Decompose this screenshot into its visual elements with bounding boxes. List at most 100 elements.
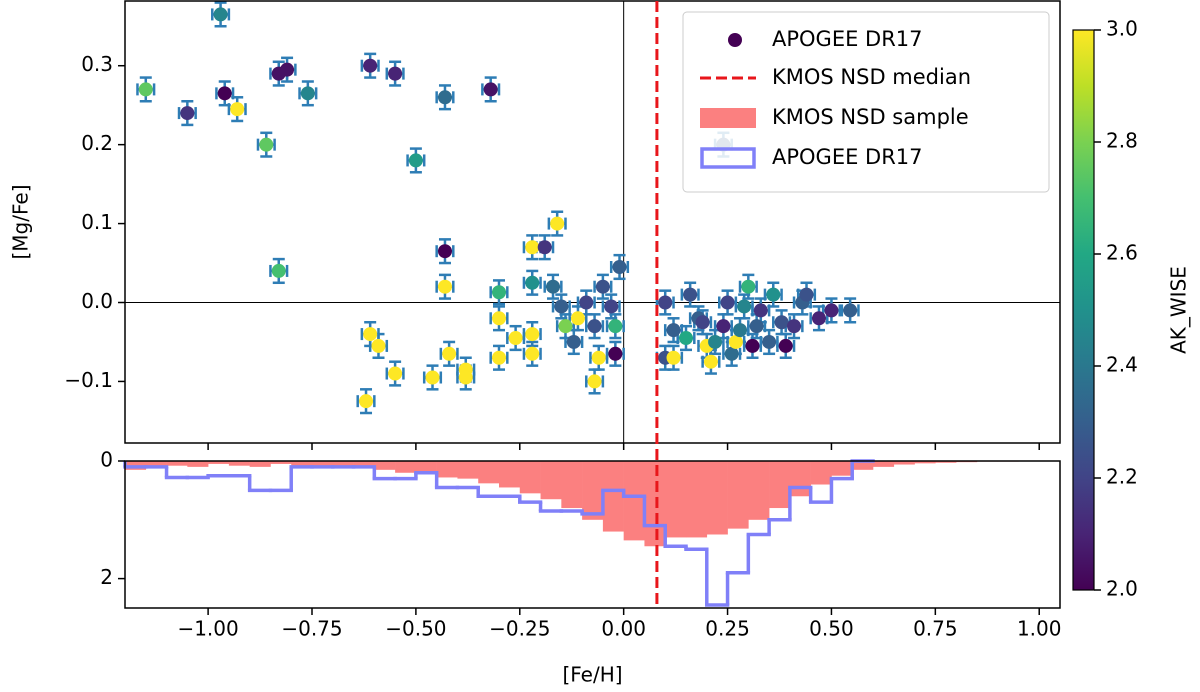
scatter-point [138,82,153,97]
scatter-point [458,370,473,385]
hist-bar [914,461,936,464]
legend-label: KMOS NSD sample [772,105,969,129]
legend-label: APOGEE DR17 [772,145,923,169]
hist-bar [519,461,541,494]
scatter-point [787,319,802,334]
hist-bar [831,461,853,476]
scatter-point [753,303,768,318]
scatter-point [280,62,295,77]
scatter-point [408,153,423,168]
x-tick-label: 1.00 [1017,617,1062,641]
x-tick-label: 0.25 [705,617,750,641]
y-tick-label: 0.2 [81,131,113,155]
hist-bar [582,461,604,520]
y-tick-label: 0.0 [81,289,113,313]
scatter-point [525,275,540,290]
scatter-point [442,346,457,361]
axes-frame [124,0,1061,444]
scatter-point [591,350,606,365]
scatter-point [728,334,743,349]
scatter-point [388,66,403,81]
hist-bar [436,461,458,478]
scatter-point [537,240,552,255]
y-tick-label: 0.3 [81,52,113,76]
scatter-point [612,259,627,274]
y-tick-label: 0 [100,448,113,472]
scatter-point [554,299,569,314]
hist-bar [893,461,915,465]
scatter-point [271,263,286,278]
scatter-point [658,295,673,310]
scatter-point [437,90,452,105]
hist-bar [499,461,521,488]
scatter-point [570,311,585,326]
scatter-point [371,338,386,353]
x-tick-label: −0.75 [281,617,342,641]
colorbar-tick-label: 2.4 [1106,353,1138,377]
y-tick-label: 0.1 [81,210,113,234]
hist-bar [644,461,666,547]
scatter-point [666,323,681,338]
scatter-point [508,331,523,346]
scatter-point [525,240,540,255]
scatter-point [666,350,681,365]
scatter-point [492,311,506,326]
hist-bar [145,461,167,467]
scatter-point [762,334,777,349]
legend-box [682,11,1050,193]
scatter-point [604,299,619,314]
scatter-point [608,319,623,334]
scatter-point [300,86,315,101]
x-tick-label: 0.00 [601,617,646,641]
hist-bar [810,461,832,485]
hist-bar [789,461,811,497]
scatter-point [720,295,735,310]
scatter-point [363,58,378,73]
legend-label: APOGEE DR17 [772,27,923,51]
hist-bar [665,461,687,538]
scatter-point [546,279,561,294]
scatter-point [483,82,498,97]
scatter-point [824,303,839,318]
scatter-point [774,315,789,330]
hist-bar [748,461,770,520]
hist-bar [415,461,437,474]
hist-bar [228,461,250,466]
legend-marker [728,33,742,47]
legend-label: KMOS NSD median [772,65,971,89]
colorbar-tick-label: 2.8 [1106,129,1138,153]
colorbar-tick-label: 2.2 [1106,465,1138,489]
hist-bar [249,461,271,467]
scatter-point [811,311,826,326]
hist-bar [312,461,334,466]
scatter-point [230,102,245,117]
hist-bar [540,461,562,500]
scatter-point [608,346,623,361]
legend-marker [700,108,756,128]
scatter-point [708,334,723,349]
hist-bar [935,461,957,463]
scatter-point [737,299,752,314]
scatter-point [388,366,403,381]
hist-bar [208,461,230,464]
scatter-point [363,327,378,342]
scatter-point [778,338,793,353]
scatter-point [745,338,760,353]
scatter-point [180,106,195,121]
scatter-point [213,7,228,22]
scatter-point [724,346,739,361]
scatter-point [492,285,506,300]
x-tick-label: −1.00 [177,617,238,641]
scatter-point [566,334,581,349]
colorbar-tick-label: 2.0 [1106,577,1138,601]
hist-bar [374,461,396,470]
hist-bar [852,461,874,470]
hist-bar [332,461,354,467]
hist-bar [769,461,791,509]
hist-bar [291,461,313,467]
x-tick-label: 0.75 [913,617,958,641]
scatter-point [587,319,602,334]
scatter-point [683,287,698,302]
scatter-point [437,244,452,259]
hist-bar [353,461,375,469]
